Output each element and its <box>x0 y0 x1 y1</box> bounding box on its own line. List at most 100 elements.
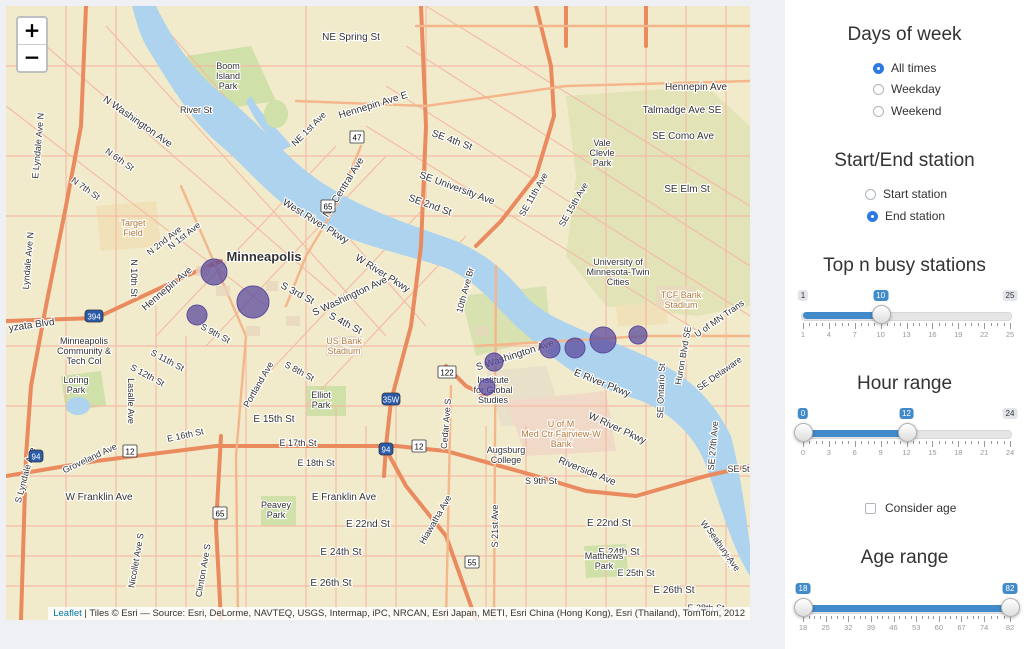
map-label: Loring <box>63 375 88 385</box>
slider-minor-tick <box>841 323 843 326</box>
station-marker[interactable] <box>564 337 586 359</box>
slider-tick <box>984 323 986 329</box>
consider-age-checkbox[interactable]: Consider age <box>865 501 956 515</box>
radio-circle[interactable] <box>865 188 876 200</box>
slider-tick <box>1010 323 1011 329</box>
slider-minor-tick <box>912 323 914 326</box>
slider-minor-tick <box>990 323 992 326</box>
slider-tick-label: 12 <box>902 448 911 457</box>
slider-tick-label: 67 <box>957 623 966 632</box>
station-marker[interactable] <box>478 378 496 396</box>
radio-all-times[interactable]: All times <box>873 61 936 75</box>
slider-tick-label: 39 <box>866 623 876 632</box>
slider-minor-tick <box>867 323 869 326</box>
station-marker[interactable] <box>236 285 270 319</box>
station-marker[interactable] <box>186 304 208 326</box>
slider-to-label: 12 <box>899 408 914 419</box>
radio-end-station[interactable]: End station <box>867 209 945 223</box>
map-label: W Franklin Ave <box>65 492 132 503</box>
slider-tick-label: 24 <box>1005 448 1015 457</box>
slider-tick <box>803 441 804 447</box>
shield-label: 122 <box>440 369 454 378</box>
slider-handle-from[interactable] <box>794 598 813 617</box>
slider-handle-to[interactable] <box>897 423 917 442</box>
slider-minor-tick <box>925 441 927 444</box>
slider-value-label: 10 <box>873 290 889 301</box>
slider-tick <box>848 616 850 622</box>
radio-circle[interactable] <box>867 210 878 222</box>
radio-start-station[interactable]: Start station <box>865 187 947 201</box>
age-slider[interactable]: 18 25 32 39 46 53 60 67 74 82 18 82 <box>794 583 1020 640</box>
station-marker[interactable] <box>589 326 617 354</box>
slider-tick-label: 60 <box>934 623 944 632</box>
slider-handle-to[interactable] <box>1001 598 1020 617</box>
interstate-shield-icon: 94 <box>378 442 394 456</box>
leaflet-link[interactable]: Leaflet <box>53 608 82 619</box>
slider-tick-label: 7 <box>852 330 857 339</box>
radio-label: Weekday <box>891 82 941 96</box>
map-label: Clevle <box>589 148 614 158</box>
slider-minor-tick <box>874 441 876 444</box>
topn-slider[interactable]: 1 4 7 10 13 16 19 22 25 1 25 10 <box>794 290 1019 347</box>
slider-tick <box>1010 441 1011 447</box>
highway-shield-icon: 47 <box>349 130 365 144</box>
slider-tick <box>854 441 856 447</box>
slider-minor-tick <box>893 441 895 444</box>
slider-tick-label: 82 <box>1005 623 1015 632</box>
zoom-out-button[interactable]: − <box>18 44 46 71</box>
hour-title: Hour range <box>856 373 953 394</box>
slider-minor-tick <box>835 441 837 444</box>
radio-circle[interactable] <box>873 62 884 74</box>
shield-label: 35W <box>383 396 400 405</box>
station-marker[interactable] <box>484 352 504 372</box>
map-label: US Bank <box>326 336 362 346</box>
slider-tick <box>880 323 882 329</box>
slider-tick <box>984 441 986 447</box>
slider-minor-tick <box>919 323 921 326</box>
slider-max-label: 25 <box>1002 290 1018 301</box>
slider-tick <box>880 441 882 447</box>
slider-tick-label: 19 <box>954 330 963 339</box>
slider-minor-tick <box>977 441 979 444</box>
slider-minor-tick <box>887 441 889 444</box>
map-label: SE Ontario St <box>655 363 667 419</box>
basemap <box>6 6 750 620</box>
map-label: E Franklin Ave <box>312 492 377 503</box>
slider-tick-label: 3 <box>826 448 831 457</box>
slider-minor-tick <box>808 616 810 619</box>
slider-minor-tick <box>927 616 929 619</box>
map-label: S 21st Ave <box>490 505 500 548</box>
slider-minor-tick <box>990 441 992 444</box>
station-marker[interactable] <box>200 258 228 286</box>
radio-weekday[interactable]: Weekday <box>873 82 941 96</box>
slider-track[interactable] <box>801 312 1012 321</box>
map[interactable]: NE Spring St Boom Island Park Hennepin Ave E… <box>6 6 750 620</box>
slider-minor-tick <box>971 323 973 326</box>
radio-circle[interactable] <box>873 105 884 117</box>
station-marker[interactable] <box>539 337 561 359</box>
map-label: Stadium <box>664 300 697 310</box>
radio-weekend[interactable]: Weekend <box>873 104 941 118</box>
map-attribution: Leaflet | Tiles © Esri — Source: Esri, D… <box>48 607 750 620</box>
slider-minor-tick <box>938 441 940 444</box>
map-label: Island <box>216 71 240 81</box>
map-label: College <box>491 455 522 465</box>
slider-tick-label: 15 <box>928 448 937 457</box>
radio-circle[interactable] <box>873 83 884 95</box>
map-label: E 25th St <box>617 568 655 578</box>
slider-minor-tick <box>867 441 869 444</box>
map-label: Augsburg <box>487 445 526 455</box>
zoom-in-button[interactable]: + <box>23 18 41 42</box>
slider-tick <box>961 616 963 622</box>
checkbox-box[interactable] <box>865 502 876 514</box>
slider-minor-tick <box>997 323 999 326</box>
map-label: U of M <box>548 419 575 429</box>
map-label: Med Ctr Fairview-W <box>521 429 601 439</box>
slider-handle[interactable] <box>871 305 891 324</box>
station-marker[interactable] <box>628 325 648 345</box>
slider-handle-from[interactable] <box>794 423 813 442</box>
attribution-text: | Tiles © Esri — Source: Esri, DeLorme, … <box>81 608 745 619</box>
hour-slider[interactable]: 0 3 6 9 12 15 18 21 24 24 0 12 <box>794 408 1019 465</box>
slider-tick-label: 74 <box>979 623 989 632</box>
slider-minor-tick <box>815 441 817 444</box>
